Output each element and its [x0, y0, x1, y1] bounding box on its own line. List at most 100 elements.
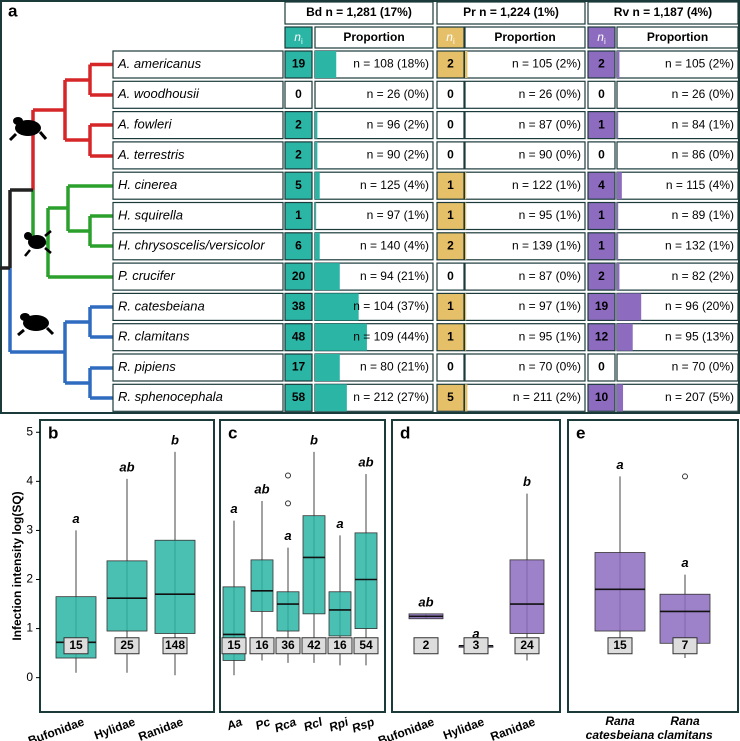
proportion-label: n = 82 (2%) [672, 269, 734, 283]
significance-letter: b [523, 474, 531, 489]
proportion-label: n = 105 (2%) [512, 57, 581, 71]
significance-letter: a [284, 528, 291, 543]
proportion-bar [315, 293, 359, 321]
x-tick-label: Rana catesbeiana [586, 714, 655, 741]
ni-header-cell [284, 26, 313, 49]
ni-value: 1 [295, 208, 302, 222]
count-label: 15 [227, 638, 241, 652]
proportion-label: n = 207 (5%) [665, 390, 734, 404]
ni-value: 2 [295, 148, 302, 162]
ni-value: 2 [295, 117, 302, 131]
count-label: 2 [423, 638, 430, 652]
proportion-cell [464, 353, 586, 382]
significance-letter: ab [254, 481, 269, 496]
proportion-header-cell [464, 26, 586, 49]
panel-a-frame [0, 0, 740, 414]
proportion-bar [465, 384, 468, 412]
species-name: H. cinerea [118, 177, 177, 192]
ni-cell [587, 292, 616, 321]
ni-value: 0 [447, 87, 454, 101]
count-box [327, 637, 353, 655]
ni-value: 6 [295, 238, 302, 252]
box [509, 559, 545, 634]
proportion-bar [465, 202, 467, 230]
count-label: 15 [613, 638, 627, 652]
ni-value: 20 [292, 269, 306, 283]
count-box [63, 637, 89, 655]
box [659, 593, 711, 644]
group-header: Bd n = 1,281 (17%) [306, 5, 412, 19]
species-cell [112, 80, 284, 109]
proportion-label: n = 104 (37%) [353, 299, 429, 313]
proportion-label: n = 86 (0%) [672, 148, 734, 162]
ni-value: 48 [292, 329, 306, 343]
proportion-label: n = 212 (27%) [353, 390, 429, 404]
proportion-bar [315, 141, 318, 169]
y-tick-label: 0 [26, 670, 33, 684]
proportion-header: Proportion [494, 30, 555, 44]
ni-value: 0 [447, 148, 454, 162]
ni-value: 12 [595, 329, 609, 343]
proportion-cell [314, 110, 434, 140]
ni-header-cell [436, 26, 465, 49]
proportion-cell [314, 201, 434, 231]
proportion-bar [465, 323, 467, 351]
species-name: A. fowleri [117, 117, 173, 132]
count-box [275, 637, 301, 655]
species-name: R. catesbeiana [118, 298, 205, 313]
proportion-cell [314, 171, 434, 200]
proportion-bar [465, 293, 467, 321]
proportion-label: n = 26 (0%) [519, 87, 581, 101]
x-tick-label: Ranidae [136, 715, 185, 741]
count-box [353, 637, 379, 655]
ni-value: 0 [598, 148, 605, 162]
ni-value: 5 [295, 178, 302, 192]
proportion-label: n = 109 (44%) [353, 329, 429, 343]
ni-cell [284, 201, 313, 231]
ni-value: 2 [598, 269, 605, 283]
proportion-label: n = 95 (13%) [665, 329, 734, 343]
ni-cell [284, 292, 313, 321]
significance-letter: a [616, 457, 623, 472]
ni-value: 2 [447, 57, 454, 71]
ni-value: 1 [447, 329, 454, 343]
proportion-header-cell [314, 26, 434, 49]
proportion-bar [617, 232, 619, 260]
proportion-cell [464, 323, 586, 352]
proportion-cell [616, 110, 739, 140]
ni-cell [587, 80, 616, 109]
proportion-label: n = 115 (4%) [666, 178, 734, 192]
y-tick-label: 3 [26, 523, 33, 537]
count-label: 24 [520, 638, 534, 652]
proportion-bar [617, 323, 633, 351]
ni-cell [284, 50, 313, 79]
proportion-header: Proportion [647, 30, 708, 44]
proportion-bar [617, 293, 642, 321]
ni-cell [284, 383, 313, 412]
proportion-bar [465, 232, 467, 260]
ni-cell [587, 50, 616, 79]
ni-value: 2 [598, 57, 605, 71]
ni-value: 0 [447, 117, 454, 131]
proportion-label: n = 80 (21%) [360, 360, 429, 374]
ni-value: 0 [598, 87, 605, 101]
species-name: A. terrestris [117, 147, 185, 162]
proportion-bar [315, 172, 320, 200]
proportion-label: n = 90 (2%) [367, 148, 429, 162]
species-cell [112, 323, 284, 352]
y-tick-label: 2 [26, 572, 33, 586]
species-cell [112, 141, 284, 170]
ni-cell [587, 232, 616, 261]
ni-cell [436, 141, 465, 170]
ni-cell [436, 50, 465, 79]
frog-icons [8, 117, 55, 337]
box [250, 559, 274, 612]
x-tick-label: Ranidae [488, 715, 537, 741]
x-tick-label: Bufonidae [26, 715, 86, 741]
panel-letter: a [8, 1, 18, 20]
proportion-cell [464, 80, 586, 109]
species-cell [112, 232, 284, 261]
significance-letter: a [336, 516, 343, 531]
group-header-cell [284, 1, 434, 25]
species-name: A. americanus [117, 56, 202, 71]
